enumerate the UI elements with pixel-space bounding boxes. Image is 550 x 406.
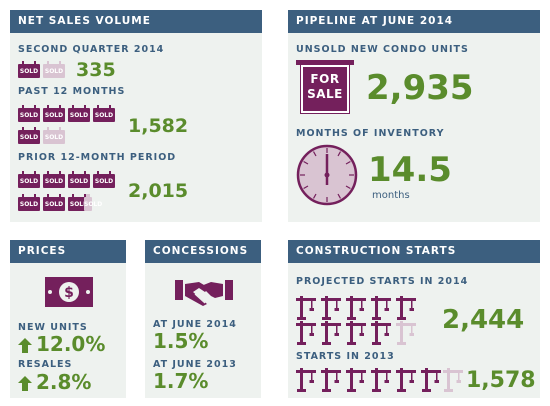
construction-crane-icon xyxy=(296,368,316,392)
prices-panel: PRICES $ NEW UNITS 12.0% RESALES 2.8% xyxy=(10,240,126,398)
moi-value: 14.5 xyxy=(368,150,452,190)
prices-title: PRICES xyxy=(10,240,126,263)
construction-crane-icon xyxy=(346,296,366,320)
new-units-value: 12.0% xyxy=(36,332,106,356)
construction-crane-icon xyxy=(371,368,391,392)
resales-value: 2.8% xyxy=(36,370,92,394)
projected-label: PROJECTED STARTS IN 2014 xyxy=(296,276,469,287)
june2014-label: AT JUNE 2014 xyxy=(153,319,237,330)
sold-tag-icon: SOLD xyxy=(18,127,40,144)
sold-tag-icon: SOLD xyxy=(43,171,65,188)
sold-tag-icon: SOLD xyxy=(68,171,90,188)
moi-unit: months xyxy=(372,190,410,201)
concessions-title: CONCESSIONS xyxy=(145,240,261,263)
sold-tag-icon: SOLD xyxy=(93,171,115,188)
unsold-label: UNSOLD NEW CONDO UNITS xyxy=(296,44,469,55)
construction-crane-icon xyxy=(443,368,463,392)
sign-line2: SALE xyxy=(307,87,343,101)
construction-crane-icon xyxy=(296,296,316,320)
construction-title: CONSTRUCTION STARTS xyxy=(288,240,540,263)
pipeline-panel: PIPELINE AT JUNE 2014 UNSOLD NEW CONDO U… xyxy=(288,10,540,222)
q2-label: SECOND QUARTER 2014 xyxy=(18,44,165,55)
construction-crane-icon xyxy=(321,368,341,392)
construction-crane-icon xyxy=(396,321,416,345)
up-arrow-icon xyxy=(18,338,32,353)
starts2013-label: STARTS IN 2013 xyxy=(296,351,395,362)
construction-crane-icon xyxy=(321,296,341,320)
q2-value: 335 xyxy=(76,59,116,81)
sold-tag-icon: SOLD xyxy=(43,105,65,122)
new-units-label: NEW UNITS xyxy=(18,322,88,333)
construction-crane-icon xyxy=(421,368,441,392)
construction-crane-icon xyxy=(371,321,391,345)
sold-tag-icon: SOLD xyxy=(18,171,40,188)
construction-crane-icon xyxy=(346,368,366,392)
construction-crane-icon xyxy=(371,296,391,320)
svg-text:$: $ xyxy=(64,285,74,301)
unsold-value: 2,935 xyxy=(366,68,474,108)
concessions-panel: CONCESSIONS AT JUNE 2014 1.5% AT JUNE 20… xyxy=(145,240,261,398)
resales-label: RESALES xyxy=(18,359,73,370)
sold-tag-icon: SOLD xyxy=(18,61,40,78)
for-sale-sign-icon: FOR SALE xyxy=(296,60,354,114)
sign-line1: FOR xyxy=(310,72,340,86)
construction-crane-icon xyxy=(346,321,366,345)
june2013-value: 1.7% xyxy=(153,369,209,393)
prior12-value: 2,015 xyxy=(128,180,189,202)
past12-value: 1,582 xyxy=(128,115,189,137)
dollar-bill-icon: $ xyxy=(45,277,93,307)
construction-panel: CONSTRUCTION STARTS PROJECTED STARTS IN … xyxy=(288,240,540,398)
moi-label: MONTHS OF INVENTORY xyxy=(296,128,445,139)
sold-tag-icon: SOLD xyxy=(18,194,40,211)
june2013-label: AT JUNE 2013 xyxy=(153,359,237,370)
net-sales-title: NET SALES VOLUME xyxy=(10,10,262,33)
projected-value: 2,444 xyxy=(442,305,525,335)
construction-crane-icon xyxy=(296,321,316,345)
sold-tag-icon: SOLD xyxy=(43,194,65,211)
june2014-value: 1.5% xyxy=(153,329,209,353)
construction-crane-icon xyxy=(396,368,416,392)
past12-label: PAST 12 MONTHS xyxy=(18,86,126,97)
sold-tag-icon: SOLD xyxy=(18,105,40,122)
construction-crane-icon xyxy=(396,296,416,320)
pipeline-title: PIPELINE AT JUNE 2014 xyxy=(288,10,540,33)
sold-tag-icon: SOLD xyxy=(43,61,65,78)
construction-crane-icon xyxy=(321,321,341,345)
sold-tag-icon: SOLD xyxy=(43,127,65,144)
net-sales-panel: NET SALES VOLUME SECOND QUARTER 2014 SOL… xyxy=(10,10,262,222)
up-arrow-icon xyxy=(18,376,32,391)
sold-tag-icon: SOLD xyxy=(84,194,102,211)
clock-icon xyxy=(296,144,358,206)
starts2013-value: 1,578 xyxy=(466,368,536,393)
sold-tag-icon: SOLD xyxy=(68,105,90,122)
sold-tag-icon: SOLD xyxy=(93,105,115,122)
handshake-icon xyxy=(175,280,233,306)
prior12-label: PRIOR 12-MONTH PERIOD xyxy=(18,152,177,163)
